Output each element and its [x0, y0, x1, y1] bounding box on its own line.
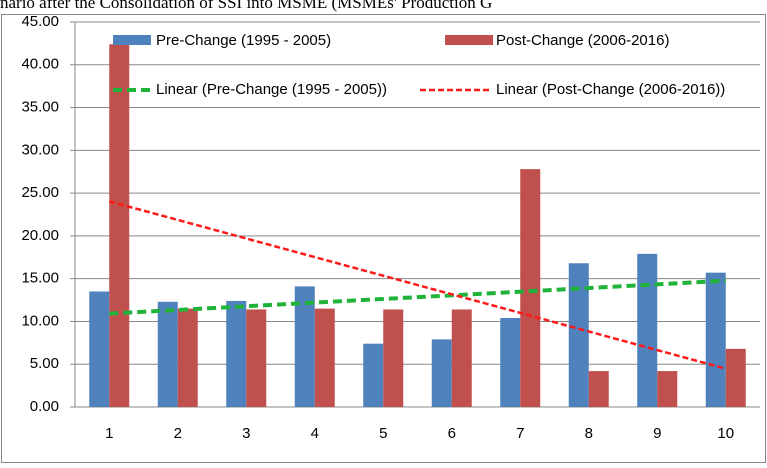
y-tick-label: 25.00 — [21, 184, 59, 201]
bar — [363, 343, 384, 407]
x-tick-label: 7 — [516, 425, 524, 442]
y-tick-label: 0.00 — [30, 398, 59, 415]
bar — [431, 339, 452, 407]
x-tick-label: 9 — [653, 425, 661, 442]
bar — [226, 300, 247, 407]
y-tick-label: 30.00 — [21, 141, 59, 158]
x-tick-label: 8 — [585, 425, 593, 442]
chart-title: nario after the Consolidation of SSI int… — [0, 0, 492, 12]
bar — [177, 308, 198, 407]
y-tick-label: 40.00 — [21, 56, 59, 73]
legend-label: Post-Change (2006-2016) — [496, 32, 669, 49]
bar — [89, 291, 110, 407]
legend-label: Linear (Pre-Change (1995 - 2005)) — [156, 81, 387, 98]
x-tick-label: 5 — [379, 425, 387, 442]
bar — [520, 169, 541, 407]
y-tick-label: 15.00 — [21, 270, 59, 287]
bar — [657, 371, 678, 407]
bar — [314, 308, 335, 407]
bar — [383, 309, 404, 407]
bar — [451, 309, 472, 407]
x-tick-label: 6 — [448, 425, 456, 442]
bar — [157, 301, 178, 407]
bar — [109, 44, 130, 407]
legend-label: Linear (Post-Change (2006-2016)) — [496, 81, 725, 98]
y-tick-label: 45.00 — [21, 13, 59, 30]
bar — [568, 263, 589, 407]
y-tick-label: 5.00 — [30, 355, 59, 372]
bar — [588, 371, 609, 407]
bar — [294, 286, 315, 407]
x-tick-label: 2 — [174, 425, 182, 442]
x-tick-label: 4 — [311, 425, 319, 442]
trendline — [108, 200, 727, 370]
legend-label: Pre-Change (1995 - 2005) — [156, 32, 331, 49]
y-tick-label: 35.00 — [21, 99, 59, 116]
bar — [725, 348, 746, 407]
legend-swatch — [445, 35, 493, 45]
bar — [500, 318, 521, 407]
legend-swatch — [113, 35, 151, 45]
y-tick-label: 20.00 — [21, 227, 59, 244]
bar — [637, 253, 658, 407]
bar — [246, 309, 267, 407]
x-tick-label: 10 — [717, 425, 734, 442]
trendline — [109, 278, 726, 316]
x-tick-label: 3 — [242, 425, 250, 442]
y-tick-label: 10.00 — [21, 312, 59, 329]
bar — [705, 272, 726, 407]
x-tick-label: 1 — [105, 425, 113, 442]
